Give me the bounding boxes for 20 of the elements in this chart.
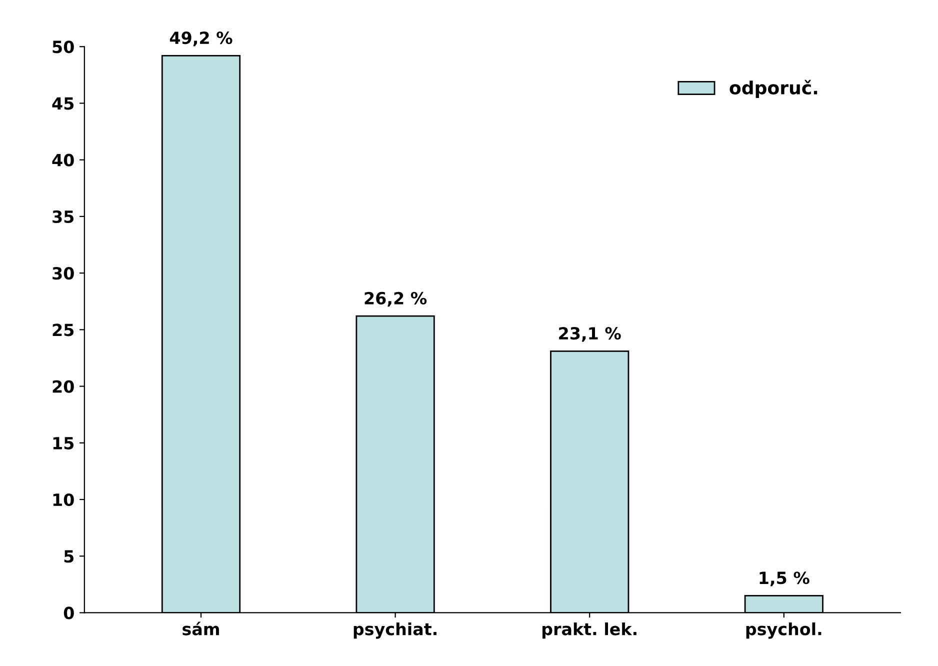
data-label: 26,2 % — [364, 292, 427, 307]
legend-label: odporuč. — [730, 80, 818, 98]
y-tick-label: 25 — [52, 324, 74, 336]
y-tick-label: 35 — [52, 210, 74, 224]
x-tick-label: psychiat. — [354, 622, 436, 639]
data-label: 1,5 % — [760, 572, 810, 586]
y-tick-label: 0 — [64, 606, 74, 620]
y-tick-label: 15 — [53, 437, 74, 450]
y-tick-label: 50 — [52, 40, 74, 54]
x-tick-label: psychol. — [746, 622, 822, 639]
data-label: 23,1 % — [559, 327, 621, 342]
y-tick-label: 40 — [52, 154, 74, 166]
y-tick-label: 45 — [52, 97, 74, 110]
x-tick-label: sám — [182, 622, 219, 636]
y-tick-label: 5 — [64, 550, 74, 563]
y-tick-label: 30 — [52, 267, 74, 280]
data-label: 49,2 % — [170, 32, 232, 46]
y-tick-label: 20 — [52, 380, 74, 393]
y-tick-label: 10 — [53, 493, 74, 506]
x-tick-label: prakt. lek. — [542, 622, 636, 639]
